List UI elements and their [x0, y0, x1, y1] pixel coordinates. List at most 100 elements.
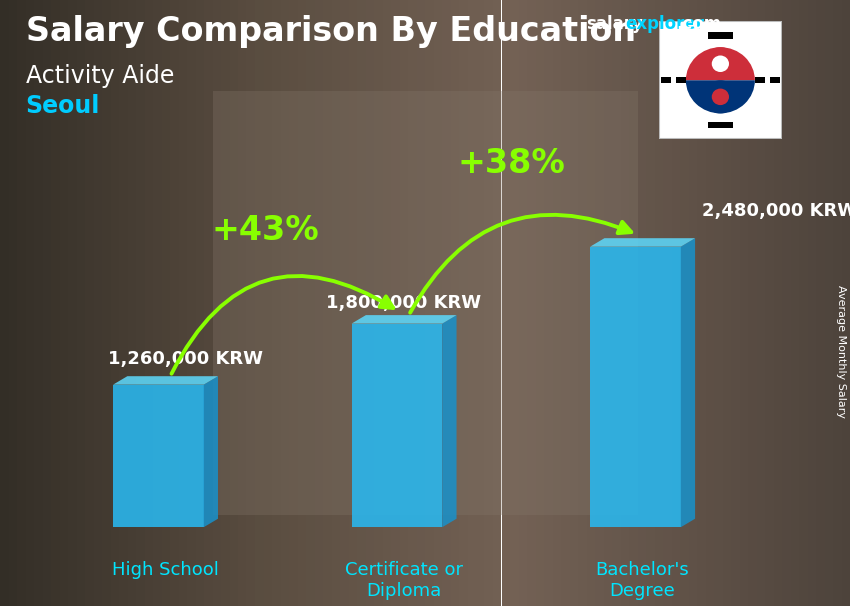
Bar — [42, 0, 51, 606]
Bar — [755, 79, 765, 82]
Bar — [688, 0, 697, 606]
Bar — [536, 0, 544, 606]
Text: 1,260,000 KRW: 1,260,000 KRW — [108, 350, 264, 368]
Bar — [765, 0, 774, 606]
Bar — [493, 0, 501, 606]
Bar — [408, 0, 416, 606]
Text: +43%: +43% — [212, 214, 320, 247]
Bar — [676, 79, 686, 82]
Bar — [230, 0, 238, 606]
Bar — [808, 0, 816, 606]
Bar — [94, 0, 102, 606]
Bar — [68, 0, 76, 606]
Bar — [612, 0, 620, 606]
Text: Average Monthly Salary: Average Monthly Salary — [836, 285, 846, 418]
Polygon shape — [352, 315, 456, 324]
Bar — [708, 124, 733, 127]
Text: Salary Comparison By Education: Salary Comparison By Education — [26, 15, 636, 48]
Text: explorer: explorer — [625, 15, 704, 33]
Bar — [661, 81, 672, 84]
Bar — [323, 0, 332, 606]
Bar — [162, 0, 170, 606]
Bar — [552, 0, 561, 606]
Bar — [755, 77, 765, 80]
Bar — [676, 77, 686, 80]
Wedge shape — [686, 47, 755, 80]
Bar — [833, 0, 842, 606]
Bar — [357, 0, 366, 606]
Bar — [714, 0, 722, 606]
Bar — [212, 0, 221, 606]
Bar — [629, 0, 638, 606]
Bar — [769, 77, 779, 80]
Text: High School: High School — [112, 561, 219, 579]
Circle shape — [711, 56, 729, 72]
Bar — [586, 0, 595, 606]
Bar — [196, 0, 204, 606]
Text: 1,800,000 KRW: 1,800,000 KRW — [326, 294, 482, 311]
Bar — [595, 0, 604, 606]
Bar — [527, 0, 536, 606]
Bar — [34, 0, 42, 606]
Bar — [280, 0, 289, 606]
Bar — [769, 79, 779, 82]
Bar — [85, 0, 94, 606]
Bar — [590, 247, 681, 527]
Bar — [570, 0, 578, 606]
Circle shape — [703, 80, 738, 113]
Bar — [706, 0, 714, 606]
Bar — [366, 0, 374, 606]
Bar — [144, 0, 153, 606]
Bar — [769, 81, 779, 84]
Bar — [708, 34, 733, 37]
Bar — [722, 0, 731, 606]
Bar — [60, 0, 68, 606]
Text: .com: .com — [676, 15, 721, 33]
Bar — [774, 0, 782, 606]
Bar — [561, 0, 570, 606]
Bar — [790, 0, 799, 606]
Bar — [816, 0, 824, 606]
Bar — [332, 0, 340, 606]
Bar — [654, 0, 663, 606]
Text: 2,480,000 KRW: 2,480,000 KRW — [702, 202, 850, 219]
Bar — [212, 91, 638, 515]
Bar — [748, 0, 756, 606]
Bar — [578, 0, 586, 606]
Bar — [102, 0, 110, 606]
Polygon shape — [681, 238, 695, 527]
Polygon shape — [113, 376, 218, 385]
Bar — [638, 0, 646, 606]
Bar — [468, 0, 476, 606]
Bar — [476, 0, 484, 606]
Bar — [544, 0, 552, 606]
Bar — [0, 0, 8, 606]
Bar — [400, 0, 408, 606]
Bar — [289, 0, 297, 606]
Bar — [26, 0, 34, 606]
Bar — [8, 0, 17, 606]
Bar — [264, 0, 272, 606]
Bar — [391, 0, 399, 606]
Text: +38%: +38% — [457, 147, 565, 180]
Bar — [187, 0, 196, 606]
Bar — [799, 0, 808, 606]
Bar — [672, 0, 680, 606]
Circle shape — [711, 88, 729, 105]
Bar — [425, 0, 434, 606]
Bar — [661, 79, 672, 82]
Bar — [348, 0, 357, 606]
Bar — [238, 0, 246, 606]
Polygon shape — [590, 238, 695, 247]
Bar — [755, 81, 765, 84]
Bar — [382, 0, 391, 606]
Bar — [204, 0, 212, 606]
Bar — [272, 0, 280, 606]
Bar — [298, 0, 306, 606]
Bar — [484, 0, 493, 606]
Bar — [110, 0, 119, 606]
Bar — [824, 0, 833, 606]
Polygon shape — [442, 315, 456, 527]
Bar — [374, 0, 382, 606]
Bar — [434, 0, 442, 606]
